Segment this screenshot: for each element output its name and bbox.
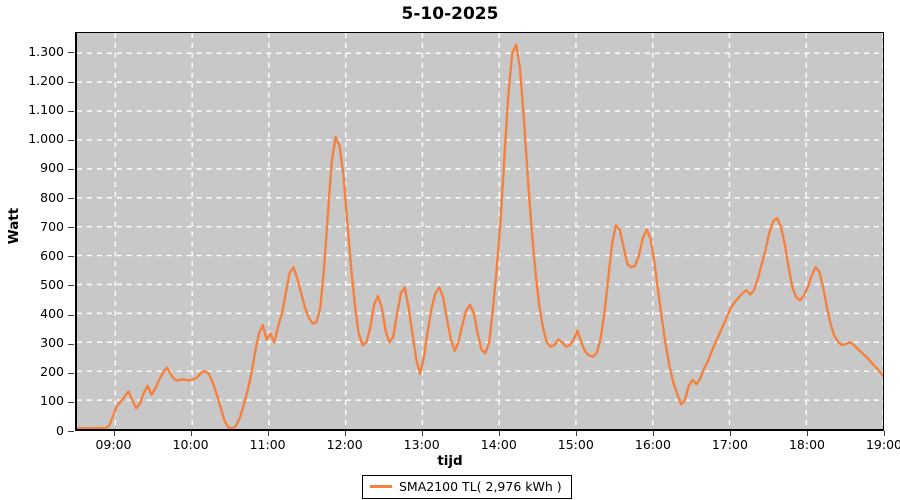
y-axis-tick-label: 900 xyxy=(40,160,64,176)
x-axis-tick-mark xyxy=(113,431,115,436)
y-axis-tick-label: 800 xyxy=(40,189,64,205)
y-axis-tick-label: 0 xyxy=(56,422,64,438)
y-axis-tick-label: 200 xyxy=(40,364,64,380)
x-axis-tick-label: 14:00 xyxy=(480,437,517,452)
x-axis-tick-label: 13:00 xyxy=(403,437,440,452)
x-axis-tick-label: 10:00 xyxy=(172,437,209,452)
y-axis-tick-mark xyxy=(68,401,74,403)
x-axis-tick-mark xyxy=(807,431,808,436)
x-axis-title: tijd xyxy=(437,453,463,469)
x-axis-tick-label: 16:00 xyxy=(634,437,671,452)
y-axis-tick-mark xyxy=(68,81,74,83)
x-axis-tick-mark xyxy=(729,431,731,436)
x-axis-tick-label: 12:00 xyxy=(326,437,363,452)
y-axis-tick-label: 700 xyxy=(40,218,64,234)
y-axis-tick-labels: 0 100 200 300 400 500 600 700 800 900 1.000 1.100 1.… xyxy=(0,0,64,500)
y-axis-tick-label: 400 xyxy=(40,306,64,321)
y-axis-tick-mark xyxy=(68,285,74,287)
y-axis-tick-mark xyxy=(68,168,74,170)
y-axis-tick-label: 500 xyxy=(40,276,64,292)
series-line-sma2100 xyxy=(77,43,883,429)
y-axis-tick-mark xyxy=(68,256,74,258)
x-axis-tick-mark xyxy=(344,431,346,436)
x-axis-tick-label: 15:00 xyxy=(557,437,594,452)
x-axis-tick-label: 18:00 xyxy=(788,437,826,452)
y-axis-tick-mark xyxy=(68,110,74,112)
y-axis-tick-mark xyxy=(68,431,74,432)
chart-title: 5-10-2025 xyxy=(401,4,499,24)
y-axis-tick-mark xyxy=(68,139,74,141)
x-axis-tick-mark xyxy=(575,431,577,436)
plot-area xyxy=(75,32,884,431)
legend-color-swatch xyxy=(370,485,392,488)
y-axis-tick-mark xyxy=(68,227,74,229)
y-axis-tick-label: 1.300 xyxy=(28,43,64,59)
x-axis-tick-label: 19:00 xyxy=(865,437,900,452)
y-axis-tick-mark xyxy=(68,314,74,316)
x-axis-tick-mark xyxy=(421,431,423,436)
grid-lines xyxy=(77,33,883,429)
y-axis-tick-mark xyxy=(68,343,74,345)
x-axis-tick-label: 17:00 xyxy=(711,437,748,452)
y-axis-tick-label: 1.000 xyxy=(28,131,64,147)
y-axis-tick-label: 1.200 xyxy=(28,73,64,88)
x-axis-tick-label: 09:00 xyxy=(95,437,132,452)
chart-legend: SMA2100 TL( 2,976 kWh ) xyxy=(362,475,572,499)
y-axis-tick-mark xyxy=(68,198,74,199)
y-axis-tick-mark xyxy=(68,52,74,54)
x-axis-tick-label: 11:00 xyxy=(249,437,286,452)
y-axis-tick-label: 1.100 xyxy=(28,102,64,118)
y-axis-tick-mark xyxy=(68,372,74,374)
y-axis-tick-label: 600 xyxy=(40,247,64,263)
x-axis-tick-mark xyxy=(498,431,500,436)
y-axis-tick-label: 100 xyxy=(40,393,64,409)
x-axis-tick-mark xyxy=(267,431,269,436)
x-axis-tick-mark xyxy=(652,431,654,436)
x-axis-tick-mark xyxy=(190,431,192,436)
y-axis-tick-label: 300 xyxy=(40,335,64,351)
legend-entry-label: SMA2100 TL( 2,976 kWh ) xyxy=(399,479,562,494)
x-axis-tick-mark xyxy=(884,431,885,436)
